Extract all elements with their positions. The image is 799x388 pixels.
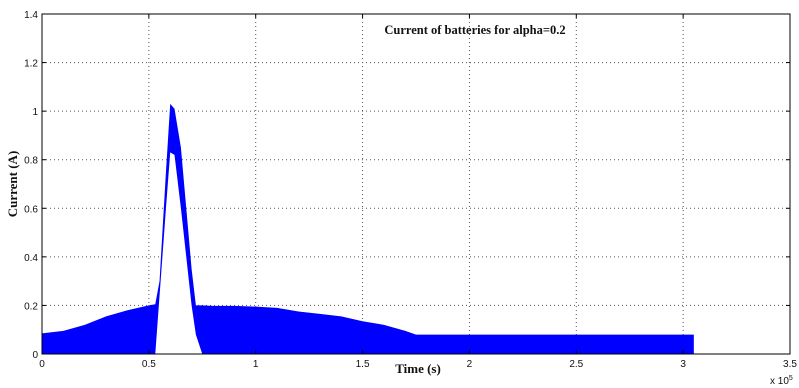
y-tick-label: 0.6 xyxy=(24,204,38,215)
x-tick-label: 0.5 xyxy=(142,359,156,370)
y-tick-label: 0 xyxy=(32,350,38,361)
x-tick-label: 2 xyxy=(467,359,473,370)
x-tick-label: 3.5 xyxy=(783,359,797,370)
x-tick-label: 0 xyxy=(39,359,45,370)
x-tick-label: 3 xyxy=(680,359,686,370)
y-tick-label: 0.8 xyxy=(24,156,38,167)
current-area-series xyxy=(42,103,694,354)
x-tick-label: 1.5 xyxy=(356,359,370,370)
x-tick-label: 2.5 xyxy=(569,359,583,370)
y-tick-label: 0.4 xyxy=(24,253,38,264)
x-tick-label: 1 xyxy=(253,359,259,370)
x-axis-label: Time (s) xyxy=(395,361,441,376)
chart-title: Current of batteries for alpha=0.2 xyxy=(384,23,565,37)
x-axis-ticks: 0 0.5 1 1.5 2 2.5 3 3.5 xyxy=(39,14,797,370)
x-axis-multiplier: x 105 xyxy=(770,375,793,387)
y-tick-label: 1 xyxy=(32,107,38,118)
y-tick-label: 1.2 xyxy=(24,59,38,70)
plot-background xyxy=(42,14,790,354)
plot-frame xyxy=(41,13,791,355)
current-area-gap xyxy=(155,152,203,354)
y-tick-label: 0.2 xyxy=(24,301,38,312)
y-axis-label: Current (A) xyxy=(5,151,20,218)
y-axis-ticks: 0 0.2 0.4 0.6 0.8 1 1.2 1.4 xyxy=(24,10,790,361)
x-axis-multiplier-exponent: 5 xyxy=(789,375,793,382)
y-tick-label: 1.4 xyxy=(24,10,38,21)
